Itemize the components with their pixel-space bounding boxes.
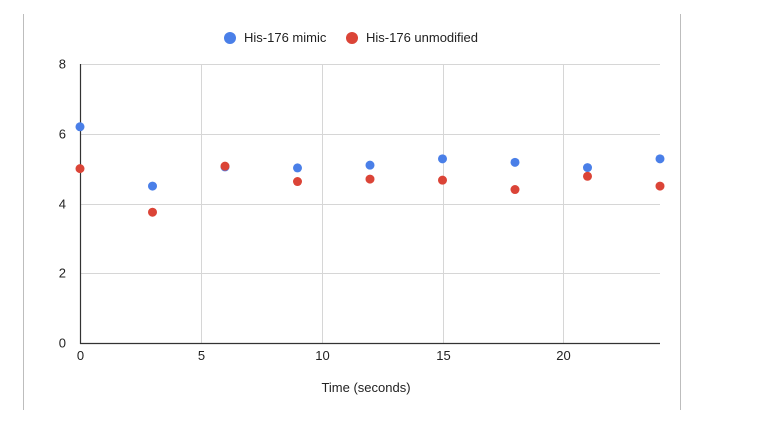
point-series-2-8 — [655, 181, 665, 191]
point-series-2-4 — [365, 174, 375, 184]
point-series-1-5 — [438, 154, 447, 164]
point-series-2-7 — [583, 171, 592, 181]
point-series-1-1 — [148, 181, 157, 191]
x-tick-label-5: 5 — [198, 348, 205, 363]
legend-label-1: His-176 mimic — [244, 30, 327, 45]
y-tick-label-8: 8 — [59, 57, 66, 72]
legend-label-2: His-176 unmodified — [366, 30, 478, 45]
x-tick-label-0: 0 — [77, 348, 84, 363]
point-series-2-1 — [148, 207, 157, 217]
x-axis-title: Time (seconds) — [321, 380, 410, 395]
point-series-1-3 — [293, 163, 302, 173]
x-tick-label-10: 10 — [315, 348, 329, 363]
y-tick-label-6: 6 — [59, 127, 66, 142]
point-series-1-4 — [365, 160, 375, 170]
point-series-2-2 — [220, 161, 230, 171]
legend-marker-2 — [346, 32, 358, 44]
point-series-2-3 — [293, 177, 302, 187]
tick-labels: 0 2 4 6 8 0 5 10 15 20 — [59, 57, 571, 364]
point-series-2-6 — [510, 185, 520, 195]
axes — [79, 64, 660, 345]
point-series-1-0 — [75, 122, 85, 132]
data-points — [75, 122, 665, 217]
y-tick-label-0: 0 — [59, 336, 66, 351]
point-series-1-8 — [655, 154, 665, 164]
chart-frame — [23, 14, 681, 410]
legend-marker-1 — [224, 32, 236, 44]
point-series-1-6 — [510, 157, 520, 167]
point-series-2-5 — [438, 175, 447, 185]
grid — [80, 64, 660, 343]
y-tick-label-4: 4 — [59, 197, 66, 212]
x-tick-label-20: 20 — [556, 348, 570, 363]
point-series-1-7 — [583, 163, 592, 173]
point-series-2-0 — [75, 164, 85, 174]
x-tick-label-15: 15 — [436, 348, 450, 363]
legend: His-176 mimic His-176 unmodified — [224, 30, 478, 45]
y-tick-label-2: 2 — [59, 266, 66, 281]
